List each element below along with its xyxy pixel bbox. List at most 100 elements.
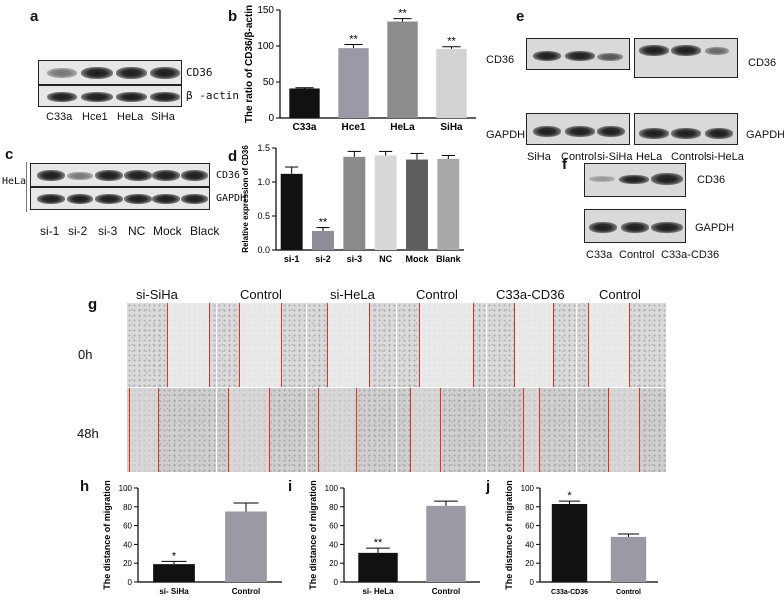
scratch-gap [522,388,539,472]
lane-label-c-nc: NC [128,224,146,238]
row-label-g-48h: 48h [77,426,99,441]
bar [436,48,467,118]
column-label-g-si-siha: si-SiHa [136,287,178,302]
row-label-c-gapdh: GAPDH [216,193,247,204]
scratch-edge-line [227,388,229,472]
scratch-image-tile [397,303,486,387]
category-label: Hce1 [342,122,366,133]
lane-label-c-si1: si-1 [40,224,60,238]
bar [343,156,366,250]
scratch-image-tile [577,388,666,472]
bar [374,155,397,250]
panel-letter-f: f [562,156,567,173]
lane-label-f-control: Control [619,249,655,261]
category-label: si- SiHa [159,587,189,596]
blot-e-cd36-right [634,38,738,78]
y-tick-label: 0 [128,578,133,587]
column-label-g-si-hela: si-HeLa [330,287,375,302]
panel-letter-i: i [288,478,293,495]
category-label: SiHa [440,122,463,133]
blot-e-gapdh-left [526,113,630,145]
y-axis-label: Relative expression of CD36 [241,145,250,253]
category-label: si-2 [315,254,331,264]
y-tick-label: 20 [525,559,534,568]
side-divider-c [26,162,27,212]
y-tick-label: 80 [525,503,534,512]
y-tick-label: 60 [525,522,534,531]
lane-label-e-control-right: Control [671,151,707,163]
y-tick-label: 100 [119,484,133,493]
scratch-edge-line [587,303,589,387]
scratch-image-tile [577,303,666,387]
lane-label-a-siha: SiHa [151,111,175,123]
significance-mark: * [172,550,177,562]
column-label-g-control-3: Control [599,287,641,302]
y-tick-label: 80 [123,503,132,512]
scratch-image-tile [127,388,216,472]
scratch-edge-line [410,388,412,472]
significance-mark: ** [319,217,328,229]
lane-label-c-si2: si-2 [68,224,88,238]
lane-label-e-hela: HeLa [636,151,663,163]
significance-mark: ** [374,537,383,549]
category-label: si-1 [284,254,300,264]
scratch-edge-line [128,388,130,472]
bar [437,158,460,250]
row-label-e-cd36-left: CD36 [486,54,515,66]
bar [358,552,398,582]
blot-a-cd36 [38,60,182,85]
y-tick-label: 0 [530,578,535,587]
significance-mark: ** [447,36,456,48]
scratch-edge-line [439,388,441,472]
row-label-a-actin: β -actin [186,89,239,102]
y-tick-label: 1.0 [257,177,270,187]
scratch-edge-line [639,388,641,472]
scratch-edge-line [522,388,524,472]
y-tick-label: 100 [325,484,339,493]
scratch-gap [587,303,629,387]
scratch-image-tile [487,303,576,387]
chart-d: 0.0 0.5 1.0 1.5 Relative expression of CD36 s… [241,143,464,264]
side-label-c: HeLa [2,176,27,187]
scratch-image-tile [307,388,396,472]
significance-mark: * [567,490,572,502]
row-label-f-cd36: CD36 [697,174,726,186]
scratch-gap [317,388,356,472]
y-axis-label: The distance of migration [504,480,514,590]
scratch-gap [128,388,159,472]
bar [387,21,418,118]
scratch-gap [608,388,640,472]
lane-label-e-si-siha: si-SiHa [597,151,633,163]
scratch-gap [410,388,440,472]
bar [225,511,267,582]
y-tick-label: 100 [521,484,535,493]
y-tick-label: 80 [329,503,338,512]
lane-label-e-control-left: Control [561,151,597,163]
lane-label-f-c33a: C33a [586,249,613,261]
panel-letter-g: g [88,296,98,313]
panel-letter-d: d [228,148,238,165]
significance-mark: ** [349,34,358,46]
lane-label-a-c33a: C33a [46,111,73,123]
scratch-edge-line [628,303,630,387]
row-label-f-gapdh: GAPDH [695,222,735,234]
panel-letter-j: j [486,478,491,495]
blot-f-gapdh [584,209,686,243]
scratch-image-tile [127,303,216,387]
y-tick-label: 0.0 [257,245,270,255]
scratch-edge-line [239,303,241,387]
lane-label-e-siha: SiHa [527,151,551,163]
bar [426,505,466,582]
scratch-edge-line [158,388,160,472]
y-axis-label: The distance of migration [102,480,112,590]
category-label: si-3 [347,254,363,264]
category-label: Mock [405,254,429,264]
lane-label-a-hela: HeLa [117,111,144,123]
scratch-image-tile [217,388,306,472]
column-label-g-c33a-cd36: C33a-CD36 [496,287,565,302]
row-label-g-0h: 0h [78,347,93,362]
bar [312,230,334,250]
scratch-edge-line [419,303,421,387]
panel-letter-e: e [516,8,525,25]
